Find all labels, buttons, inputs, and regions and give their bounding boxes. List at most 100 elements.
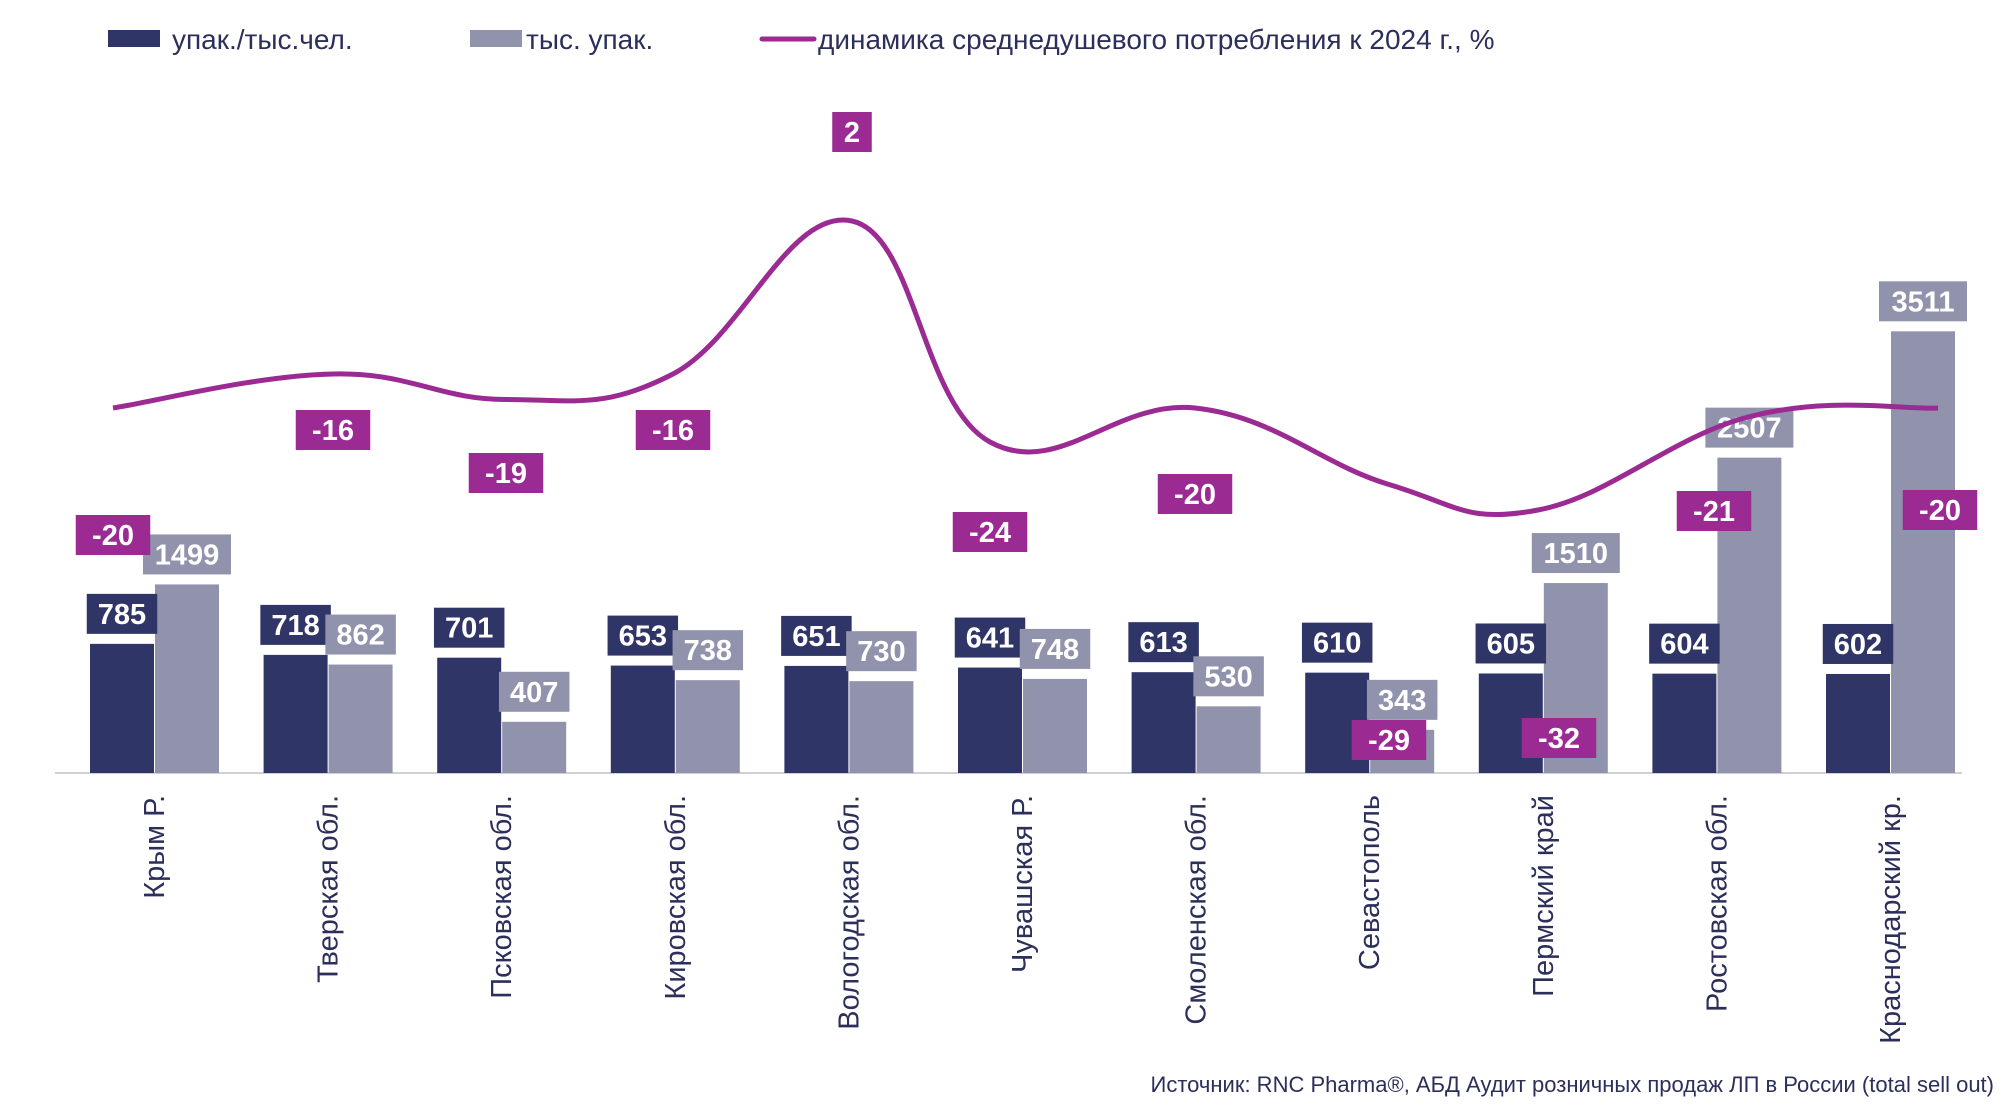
data-label-series-3-5-box <box>952 512 1028 552</box>
bar-series-1-0 <box>90 643 154 773</box>
category-label-1: Тверская обл. <box>313 795 345 983</box>
bar-series-2-2 <box>502 721 567 773</box>
data-label-series-1-7-text: 610 <box>1313 628 1361 660</box>
data-label-series-1-0-text: 785 <box>98 599 146 631</box>
data-label-series-1-3-box <box>607 615 679 656</box>
data-label-series-1-5: 641 <box>954 617 1026 658</box>
data-label-series-1-1-text: 718 <box>271 610 319 642</box>
data-label-series-1-3: 653 <box>607 615 679 656</box>
data-label-series-3-0-box <box>75 515 151 555</box>
data-label-series-3-0-text: -20 <box>92 520 134 552</box>
data-label-series-1-9-text: 604 <box>1660 629 1708 661</box>
line-series-3 <box>112 217 1939 518</box>
legend-swatch-series-2 <box>470 30 522 47</box>
data-label-series-2-10-text: 3511 <box>1892 286 1955 318</box>
data-label-series-1-10: 602 <box>1822 623 1894 664</box>
data-label-series-3-9-box <box>1676 491 1752 531</box>
legend-label-series-2: тыс. упак. <box>526 24 653 55</box>
data-label-series-2-0-text: 1499 <box>155 539 220 571</box>
data-label-series-2-8-text: 1510 <box>1544 538 1609 570</box>
data-label-series-3-3-box <box>635 410 711 450</box>
data-label-series-3-1: -16 <box>295 410 371 450</box>
data-label-series-2-0-box <box>143 534 231 575</box>
data-label-series-1-1: 718 <box>260 604 331 645</box>
data-label-series-1-8: 605 <box>1475 623 1547 664</box>
data-label-series-2-3-box <box>672 630 744 671</box>
data-label-series-1-6: 613 <box>1128 622 1199 663</box>
bar-series-2-5 <box>1023 678 1087 773</box>
data-label-series-3-3-text: -16 <box>652 415 694 447</box>
data-label-series-1-10-text: 602 <box>1834 629 1882 661</box>
data-label-series-3-7: -29 <box>1351 720 1427 760</box>
category-label-5: Чувашская Р. <box>1007 795 1039 973</box>
data-label-series-1-0: 785 <box>86 593 158 634</box>
bar-series-1-6 <box>1131 672 1196 773</box>
data-label-series-1-0-box <box>86 593 158 634</box>
data-label-series-2-4: 730 <box>846 631 917 672</box>
data-label-series-3-10-box <box>1902 490 1978 530</box>
data-label-series-1-6-box <box>1128 622 1199 663</box>
category-label-0: Крым Р. <box>139 795 171 899</box>
data-label-series-1-7: 610 <box>1301 622 1373 663</box>
data-label-series-2-5-text: 748 <box>1031 634 1079 666</box>
data-label-series-2-10: 3511 <box>1879 281 1967 322</box>
data-label-series-3-8-text: -32 <box>1538 723 1580 755</box>
data-label-series-3-0: -20 <box>75 515 151 555</box>
data-label-series-1-9-box <box>1649 623 1720 664</box>
category-label-10: Краснодарский кр. <box>1875 795 1907 1044</box>
data-label-series-1-4-text: 651 <box>792 621 840 653</box>
data-label-series-3-10: -20 <box>1902 490 1978 530</box>
bar-series-2-10 <box>1891 331 1955 773</box>
data-label-series-2-1-box <box>325 614 396 655</box>
data-label-series-2-2-box <box>498 671 570 712</box>
data-label-series-3-2: -19 <box>468 453 544 493</box>
data-label-series-2-3: 738 <box>672 630 744 671</box>
data-label-series-1-8-box <box>1475 623 1547 664</box>
data-label-series-1-5-box <box>954 617 1026 658</box>
data-label-series-3-7-text: -29 <box>1368 725 1410 757</box>
data-label-series-2-8: 1510 <box>1531 533 1620 574</box>
data-label-series-2-2: 407 <box>498 671 570 712</box>
data-label-series-2-10-box <box>1879 281 1967 322</box>
data-label-series-1-4: 651 <box>781 615 852 656</box>
data-label-series-1-2-box <box>433 607 505 648</box>
bar-series-1-4 <box>784 665 849 773</box>
data-label-series-3-8-box <box>1521 718 1597 758</box>
line-layer: -20 -16 -19 -16 2 -24 -20 -29 -32 -21 -20 <box>75 112 1978 760</box>
category-label-6: Смоленская обл. <box>1181 795 1213 1025</box>
data-label-series-3-1-text: -16 <box>312 415 354 447</box>
bar-series-2-6 <box>1196 706 1261 773</box>
category-labels: Крым Р. Тверская обл. Псковская обл. Кировс… <box>139 795 1907 1044</box>
data-label-series-2-6-text: 530 <box>1204 661 1252 693</box>
category-label-3: Кировская обл. <box>660 795 692 1000</box>
data-label-series-3-4-box <box>832 112 872 152</box>
data-label-series-2-6-box <box>1193 656 1264 697</box>
category-label-8: Пермский край <box>1528 795 1560 997</box>
data-label-series-3-10-text: -20 <box>1919 495 1961 527</box>
data-label-series-1-3-text: 653 <box>619 621 667 653</box>
data-label-series-1-1-box <box>260 604 331 645</box>
source-note: Источник: RNC Pharma®, АБД Аудит розничн… <box>1150 1072 1994 1097</box>
data-label-series-2-0: 1499 <box>143 534 231 575</box>
data-label-series-2-7: 343 <box>1366 679 1438 720</box>
data-label-series-2-7-text: 343 <box>1378 685 1426 717</box>
data-label-series-2-4-box <box>846 631 917 672</box>
data-label-series-1-10-box <box>1822 623 1894 664</box>
legend-label-series-1: упак./тыс.чел. <box>172 24 353 55</box>
bar-series-1-3 <box>610 665 675 773</box>
data-label-series-3-9: -21 <box>1676 491 1752 531</box>
data-label-series-1-2: 701 <box>433 607 505 648</box>
category-label-7: Севастополь <box>1354 795 1386 970</box>
bar-series-2-3 <box>675 680 740 773</box>
data-label-series-2-1: 862 <box>325 614 396 655</box>
data-label-series-2-4-text: 730 <box>857 636 905 668</box>
bar-series-1-9 <box>1652 673 1717 773</box>
data-label-series-3-5: -24 <box>952 512 1028 552</box>
data-label-series-2-2-text: 407 <box>510 677 558 709</box>
data-label-series-3-7-box <box>1351 720 1427 760</box>
legend-swatch-series-1 <box>108 30 160 47</box>
data-label-series-1-5-text: 641 <box>966 623 1014 655</box>
data-label-series-3-1-box <box>295 410 371 450</box>
data-label-series-3-6: -20 <box>1157 474 1233 514</box>
